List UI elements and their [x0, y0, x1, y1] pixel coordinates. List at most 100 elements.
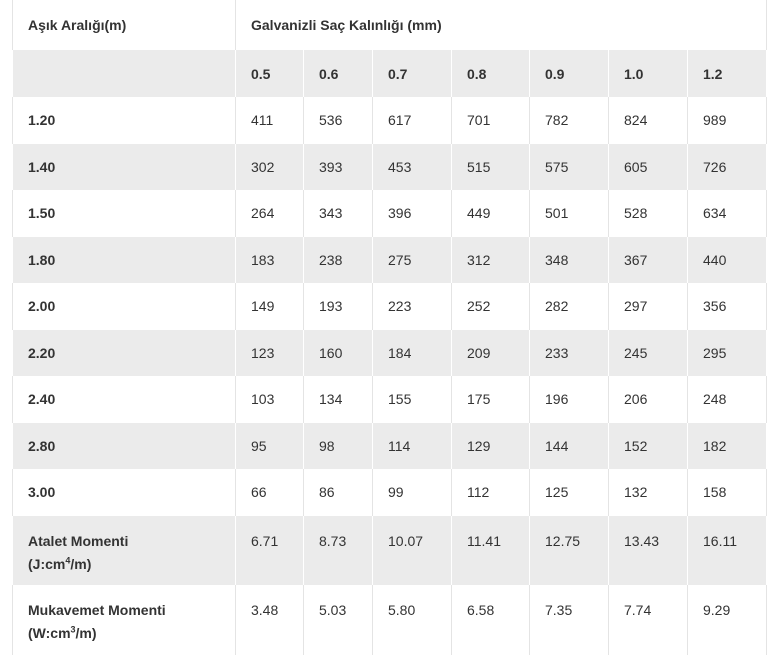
cell: 184: [372, 329, 452, 376]
table-row: 2.00 149 193 223 252 282 297 356: [12, 283, 767, 330]
row-label: 2.00: [12, 283, 236, 330]
cell: 782: [529, 97, 609, 144]
cell: 356: [687, 283, 767, 330]
cell: 396: [372, 190, 452, 237]
cell: 123: [235, 329, 304, 376]
cell: 155: [372, 376, 452, 423]
table-body: Aşık Aralığı(m) Galvanizli Saç Kalınlığı …: [12, 0, 767, 655]
cell: 129: [451, 422, 530, 469]
row-label: 1.80: [12, 236, 236, 283]
column-header: 0.7: [372, 50, 452, 97]
cell: 282: [529, 283, 609, 330]
moment-name: Mukavemet Momenti: [28, 601, 166, 618]
unit: /m): [75, 624, 97, 641]
row-label: 1.50: [12, 190, 236, 237]
cell: 158: [687, 469, 767, 516]
table-row: 3.00 66 86 99 112 125 132 158: [12, 469, 767, 516]
cell: 193: [303, 283, 373, 330]
table-row: Aşık Aralığı(m) Galvanizli Saç Kalınlığı …: [12, 0, 767, 50]
row-label: 2.20: [12, 329, 236, 376]
cell: 393: [303, 143, 373, 190]
cell: 348: [529, 236, 609, 283]
cell: 824: [608, 97, 688, 144]
table-row: 1.20 411 536 617 701 782 824 989: [12, 97, 767, 144]
row-label: Atalet Momenti (J:cm4/m): [12, 515, 236, 585]
cell: 5.80: [372, 584, 452, 655]
cell: 367: [608, 236, 688, 283]
cell: 411: [235, 97, 304, 144]
cell: 575: [529, 143, 609, 190]
cell: 248: [687, 376, 767, 423]
cell: 16.11: [687, 515, 767, 585]
data-table: Aşık Aralığı(m) Galvanizli Saç Kalınlığı …: [12, 0, 767, 655]
row-label: 1.40: [12, 143, 236, 190]
cell: 7.35: [529, 584, 609, 655]
table-row: 2.80 95 98 114 129 144 152 182: [12, 422, 767, 469]
cell: 634: [687, 190, 767, 237]
cell: 95: [235, 422, 304, 469]
cell: 726: [687, 143, 767, 190]
cell: 66: [235, 469, 304, 516]
table-row: 1.80 183 238 275 312 348 367 440: [12, 236, 767, 283]
cell: 196: [529, 376, 609, 423]
cell: 134: [303, 376, 373, 423]
cell: 605: [608, 143, 688, 190]
cell: 449: [451, 190, 530, 237]
unit: (J:cm: [28, 555, 66, 572]
table-row: 1.40 302 393 453 515 575 605 726: [12, 143, 767, 190]
cell: 536: [303, 97, 373, 144]
cell: 112: [451, 469, 530, 516]
cell: 302: [235, 143, 304, 190]
cell: 103: [235, 376, 304, 423]
cell: 617: [372, 97, 452, 144]
cell: 6.71: [235, 515, 304, 585]
table-row: 1.50 264 343 396 449 501 528 634: [12, 190, 767, 237]
row-label: 2.40: [12, 376, 236, 423]
cell: 7.74: [608, 584, 688, 655]
cell: 5.03: [303, 584, 373, 655]
cell: 701: [451, 97, 530, 144]
cell: 152: [608, 422, 688, 469]
cell: 8.73: [303, 515, 373, 585]
table-row: Mukavemet Momenti (W:cm3/m) 3.48 5.03 5.80 6.…: [12, 584, 767, 655]
cell: 114: [372, 422, 452, 469]
row-label: 2.80: [12, 422, 236, 469]
cell: 440: [687, 236, 767, 283]
cell: 132: [608, 469, 688, 516]
cell: 11.41: [451, 515, 530, 585]
cell: 209: [451, 329, 530, 376]
cell: 9.29: [687, 584, 767, 655]
cell: 160: [303, 329, 373, 376]
table-row: Atalet Momenti (J:cm4/m) 6.71 8.73 10.07 11.4…: [12, 515, 767, 585]
cell: 223: [372, 283, 452, 330]
cell: 182: [687, 422, 767, 469]
cell: 6.58: [451, 584, 530, 655]
unit: /m): [70, 555, 92, 572]
cell: 125: [529, 469, 609, 516]
column-header: 1.2: [687, 50, 767, 97]
cell: 206: [608, 376, 688, 423]
cell: 233: [529, 329, 609, 376]
cell: 275: [372, 236, 452, 283]
cell: 13.43: [608, 515, 688, 585]
cell: 245: [608, 329, 688, 376]
cell: 297: [608, 283, 688, 330]
cell: 501: [529, 190, 609, 237]
cell: 343: [303, 190, 373, 237]
cell: 149: [235, 283, 304, 330]
column-header: 0.6: [303, 50, 373, 97]
unit-exponent: 4: [65, 554, 71, 565]
cell: 238: [303, 236, 373, 283]
header-cell: Aşık Aralığı(m): [12, 0, 236, 50]
cell: 453: [372, 143, 452, 190]
table-row: 0.5 0.6 0.7 0.8 0.9 1.0 1.2: [12, 50, 767, 97]
cell: 99: [372, 469, 452, 516]
cell: 515: [451, 143, 530, 190]
cell: 10.07: [372, 515, 452, 585]
table-row: 2.40 103 134 155 175 196 206 248: [12, 376, 767, 423]
cell: 264: [235, 190, 304, 237]
cell: 144: [529, 422, 609, 469]
cell: 252: [451, 283, 530, 330]
moment-name: Atalet Momenti: [28, 532, 129, 549]
